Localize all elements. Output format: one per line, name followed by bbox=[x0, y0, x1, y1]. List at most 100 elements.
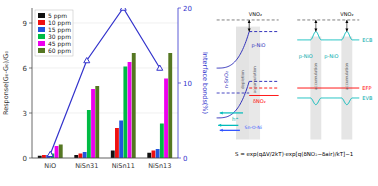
annotation: δNO₂ bbox=[253, 98, 266, 104]
grid-line bbox=[32, 113, 178, 114]
zone bbox=[236, 27, 249, 140]
y-axis-label: Response(G₀-G₀)/G₀ bbox=[2, 51, 10, 115]
y2-axis bbox=[178, 8, 179, 158]
bar bbox=[128, 62, 132, 158]
marker bbox=[84, 58, 90, 63]
arrow-head bbox=[220, 129, 223, 132]
vb-line bbox=[297, 98, 359, 105]
annotation: p-NiO bbox=[251, 42, 265, 49]
bar bbox=[42, 155, 46, 158]
arrow-head bbox=[345, 20, 348, 23]
annotation: ECB bbox=[362, 37, 373, 43]
grid-line bbox=[32, 158, 178, 159]
plot-area bbox=[38, 8, 172, 158]
bar bbox=[152, 151, 156, 159]
arrow-head bbox=[314, 20, 317, 23]
y2-axis-label: Interface bonds(%) bbox=[201, 52, 209, 114]
y-tick bbox=[29, 23, 32, 24]
arrow bbox=[249, 20, 250, 32]
x-tick-label: NiO bbox=[44, 162, 56, 170]
y2-tick-label: 10 bbox=[183, 80, 192, 88]
legend-swatch bbox=[38, 20, 45, 25]
y-tick bbox=[29, 113, 32, 114]
arrow bbox=[346, 20, 347, 32]
bar bbox=[168, 53, 172, 158]
arrow-head bbox=[345, 29, 348, 32]
band-diagram bbox=[217, 20, 360, 140]
bar bbox=[156, 149, 160, 158]
y-tick-label: 6 bbox=[23, 65, 28, 73]
fermi-line bbox=[297, 88, 359, 89]
marker bbox=[157, 65, 163, 70]
arrow-head bbox=[220, 111, 223, 114]
annotation: h⁺ bbox=[232, 116, 238, 122]
x-axis bbox=[32, 158, 178, 159]
annotation: p-NiO bbox=[324, 53, 338, 60]
y-tick bbox=[29, 158, 32, 159]
arrow-head bbox=[248, 20, 251, 23]
y2-tick bbox=[178, 8, 181, 9]
annotation: p-NiO bbox=[299, 53, 313, 60]
annotation: VNO₂ bbox=[249, 11, 262, 17]
annotation: accumulation bbox=[344, 62, 349, 90]
y-tick bbox=[29, 68, 32, 69]
bar bbox=[59, 145, 63, 159]
legend: 5 ppm10 ppm15 ppm30 ppm45 ppm60 ppm bbox=[35, 10, 73, 56]
annotation: n-SnO₂ bbox=[223, 71, 229, 88]
annotation: EVB bbox=[362, 95, 373, 101]
bar bbox=[74, 155, 78, 158]
x-tick-label: NiSn31 bbox=[75, 162, 98, 170]
bar bbox=[115, 128, 119, 158]
annotation: accumulation bbox=[313, 62, 318, 90]
grid-line bbox=[32, 68, 178, 69]
cb-line bbox=[249, 31, 278, 32]
legend-swatch bbox=[38, 34, 45, 39]
bar bbox=[119, 121, 123, 159]
bar bbox=[55, 146, 59, 158]
annotation: accumulation bbox=[252, 66, 257, 94]
y2-tick bbox=[178, 158, 181, 159]
bar bbox=[111, 151, 115, 159]
bar bbox=[147, 153, 151, 158]
vacuum-line bbox=[217, 19, 279, 20]
legend-swatch bbox=[38, 13, 45, 18]
annotation: depletion bbox=[240, 70, 245, 89]
bar bbox=[95, 86, 99, 158]
cb-line bbox=[217, 32, 250, 69]
legend-swatch bbox=[38, 48, 45, 53]
annotation: EFP bbox=[362, 85, 371, 91]
bar bbox=[79, 154, 83, 159]
y-tick-label: 9 bbox=[23, 20, 27, 28]
x-tick-label: NiSn11 bbox=[112, 162, 135, 170]
annotation: VNO₂ bbox=[340, 11, 353, 17]
bar bbox=[164, 79, 168, 159]
arrow-head bbox=[314, 29, 317, 32]
arrow-head bbox=[248, 29, 251, 32]
y2-tick-label: 0 bbox=[183, 155, 187, 163]
bar bbox=[123, 67, 127, 159]
x-tick-label: NiSn13 bbox=[148, 162, 171, 170]
fermi-line bbox=[217, 93, 250, 94]
bar bbox=[87, 110, 91, 158]
arrow bbox=[315, 20, 316, 32]
y-tick-label: 3 bbox=[23, 110, 27, 118]
bar bbox=[83, 152, 87, 158]
bar bbox=[91, 89, 95, 158]
bar bbox=[132, 53, 136, 158]
bar bbox=[160, 124, 164, 159]
legend-swatch bbox=[38, 27, 45, 32]
legend-frame bbox=[35, 10, 73, 56]
y2-tick bbox=[178, 83, 181, 84]
y-axis bbox=[32, 8, 33, 158]
arrow bbox=[218, 125, 238, 126]
y-tick-label: 0 bbox=[23, 155, 27, 163]
marker bbox=[120, 8, 126, 10]
annotation: S = exp(qΔV/2kT)·exp[q(δNO₂−δair)/kT]−1 bbox=[235, 151, 353, 158]
annotation: Sn-O-Ni bbox=[245, 125, 262, 130]
arrow-head bbox=[218, 124, 221, 127]
level-line bbox=[249, 95, 278, 96]
y2-tick-label: 20 bbox=[183, 5, 192, 13]
vacuum-line bbox=[297, 19, 359, 20]
figure: 0 3 6 9 0 10 20 NiO NiSn31 NiSn11 NiSn13 Response(G… bbox=[0, 0, 378, 186]
arrow bbox=[220, 130, 240, 131]
